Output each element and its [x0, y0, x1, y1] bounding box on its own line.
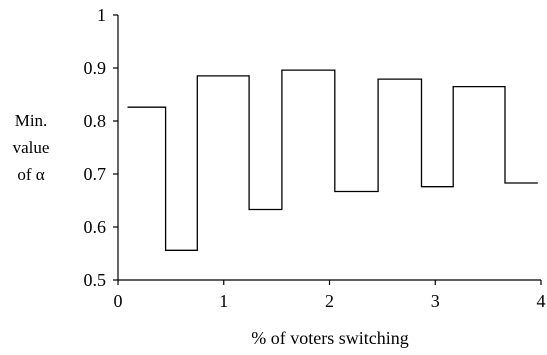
- y-axis-label-line-2: value: [12, 138, 50, 157]
- y-axis-label-line-3: of α: [17, 165, 45, 184]
- series-step-line: [127, 69, 538, 251]
- axes: [117, 15, 541, 281]
- y-tick-label: 0.9: [84, 58, 107, 78]
- x-tick-label: 3: [431, 291, 440, 311]
- series-line: [127, 69, 538, 251]
- y-axis-ticks: 0.5 0.6 0.7 0.8 0.9 1: [84, 5, 118, 290]
- y-tick-label: 1: [97, 5, 106, 25]
- x-tick-label: 4: [537, 291, 546, 311]
- y-tick-label: 0.5: [84, 270, 107, 290]
- y-tick-label: 0.6: [84, 217, 107, 237]
- x-tick-label: 2: [325, 291, 334, 311]
- x-tick-label: 1: [219, 291, 228, 311]
- x-axis-label: % of voters switching: [251, 328, 408, 348]
- x-axis-ticks: 0 1 2 3 4: [114, 280, 546, 311]
- y-axis-label-line-1: Min.: [14, 111, 48, 130]
- y-tick-label: 0.8: [84, 111, 107, 131]
- y-tick-label: 0.7: [84, 164, 107, 184]
- x-tick-label: 0: [114, 291, 123, 311]
